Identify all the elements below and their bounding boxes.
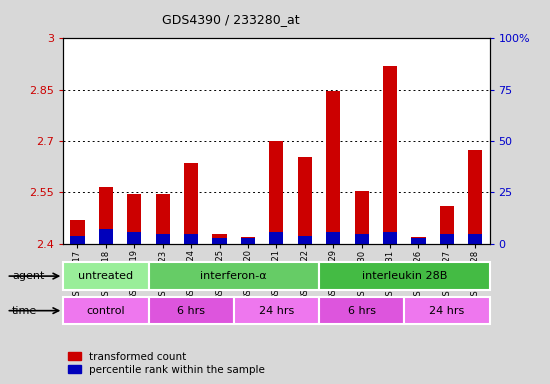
Text: time: time [12,306,37,316]
Bar [70,220,85,244]
Text: interleukin 28B: interleukin 28B [361,271,447,281]
Bar [468,150,482,244]
Bar [148,262,319,290]
Bar [326,232,340,244]
Bar [156,233,170,244]
Bar [212,233,227,244]
Bar [270,141,283,244]
Bar [383,232,397,244]
Text: GDS4390 / 233280_at: GDS4390 / 233280_at [162,13,300,26]
Bar [355,191,368,244]
Bar [127,194,141,244]
Bar [99,230,113,244]
Bar [63,297,148,324]
Bar [156,194,170,244]
Bar [319,297,404,324]
Text: 24 hrs: 24 hrs [258,306,294,316]
Bar [184,163,198,244]
Bar [440,233,454,244]
Bar [355,233,368,244]
Bar [298,236,312,244]
Text: untreated: untreated [78,271,134,281]
Bar [99,187,113,244]
Text: 6 hrs: 6 hrs [177,306,205,316]
Text: control: control [86,306,125,316]
Text: interferon-α: interferon-α [200,271,267,281]
Bar [440,206,454,244]
Bar [298,157,312,244]
Bar [383,66,397,244]
Bar [148,297,234,324]
Bar [63,262,148,290]
Bar [468,233,482,244]
Bar [270,232,283,244]
Text: 6 hrs: 6 hrs [348,306,376,316]
Bar [70,236,85,244]
Bar [184,233,198,244]
Bar [326,91,340,244]
Bar [241,238,255,244]
Bar [241,237,255,244]
Bar [234,297,319,324]
Bar [319,262,490,290]
Bar [212,238,227,244]
Text: 24 hrs: 24 hrs [429,306,465,316]
Bar [411,237,426,244]
Legend: transformed count, percentile rank within the sample: transformed count, percentile rank withi… [68,352,265,375]
Bar [127,232,141,244]
Text: agent: agent [12,271,45,281]
Bar [411,238,426,244]
Bar [404,297,490,324]
